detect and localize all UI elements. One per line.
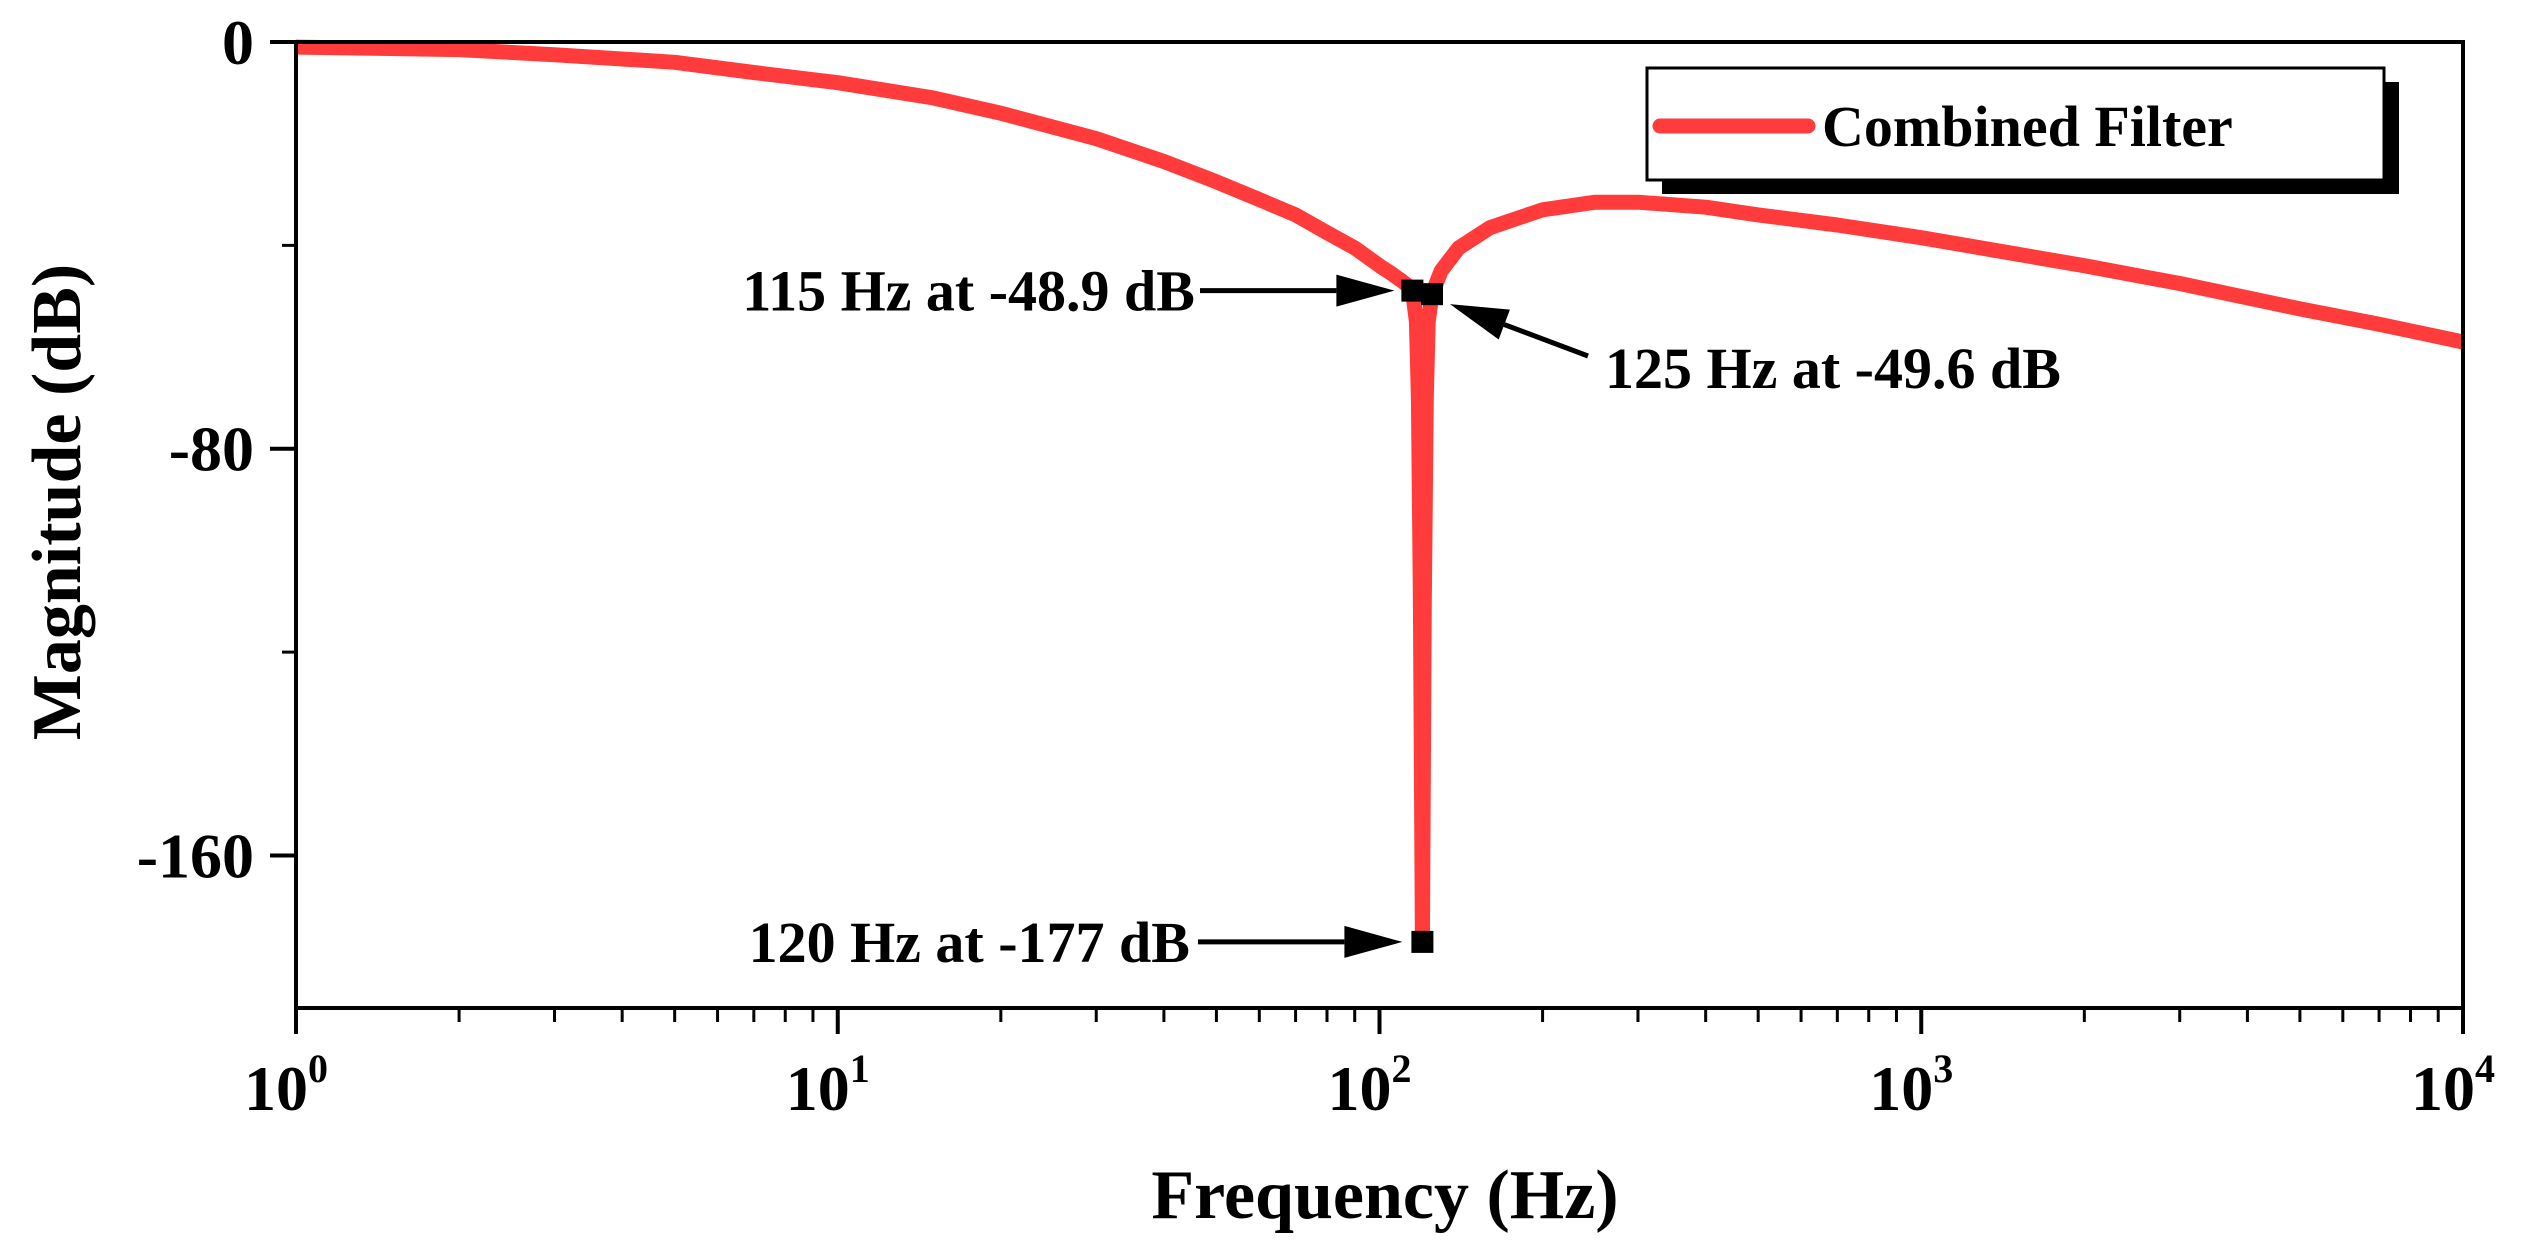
- x-tick-label: 103: [1869, 1046, 1953, 1124]
- data-point-marker: [1421, 283, 1444, 306]
- x-axis-ticks: 100 101 102 103 104: [244, 1008, 2495, 1124]
- data-markers: [1401, 279, 1444, 953]
- y-tick-label: 0: [222, 7, 254, 78]
- series-line-combined-filter: [295, 39, 2465, 950]
- arrow-head: [1336, 274, 1395, 307]
- annotation-arrow: [1198, 925, 1403, 958]
- plot-lines: [295, 39, 2465, 950]
- plot-frame: [294, 40, 2465, 1010]
- legend-label: Combined Filter: [1822, 94, 2233, 159]
- y-axis-title: Magnitude (dB): [19, 264, 96, 740]
- x-tick-label: 100: [244, 1046, 328, 1124]
- legend: Combined Filter: [1645, 66, 2399, 194]
- arrow-shaft: [1503, 322, 1589, 359]
- annotation-arrow: [1450, 304, 1589, 359]
- arrow-head: [1344, 925, 1403, 958]
- arrow-head: [1450, 304, 1510, 340]
- y-tick-label: -80: [169, 414, 254, 485]
- data-point-marker: [1401, 279, 1424, 302]
- y-tick-label: -160: [137, 820, 254, 891]
- annotation-label: 125 Hz at -49.6 dB: [1605, 336, 2061, 401]
- x-tick-label: 101: [786, 1046, 870, 1124]
- annotation-label: 120 Hz at -177 dB: [749, 910, 1190, 975]
- annotation-label: 115 Hz at -48.9 dB: [742, 259, 1195, 324]
- x-tick-label: 102: [1328, 1046, 1412, 1124]
- annotation-arrow: [1200, 274, 1395, 307]
- data-point-marker: [1411, 930, 1434, 953]
- y-axis-ticks: 0 -80 -160: [137, 7, 296, 891]
- x-tick-label: 104: [2411, 1046, 2495, 1124]
- x-axis-title: Frequency (Hz): [1151, 1157, 1618, 1234]
- annotations: 115 Hz at -48.9 dB 125 Hz at -49.6 dB 120 …: [742, 259, 2061, 975]
